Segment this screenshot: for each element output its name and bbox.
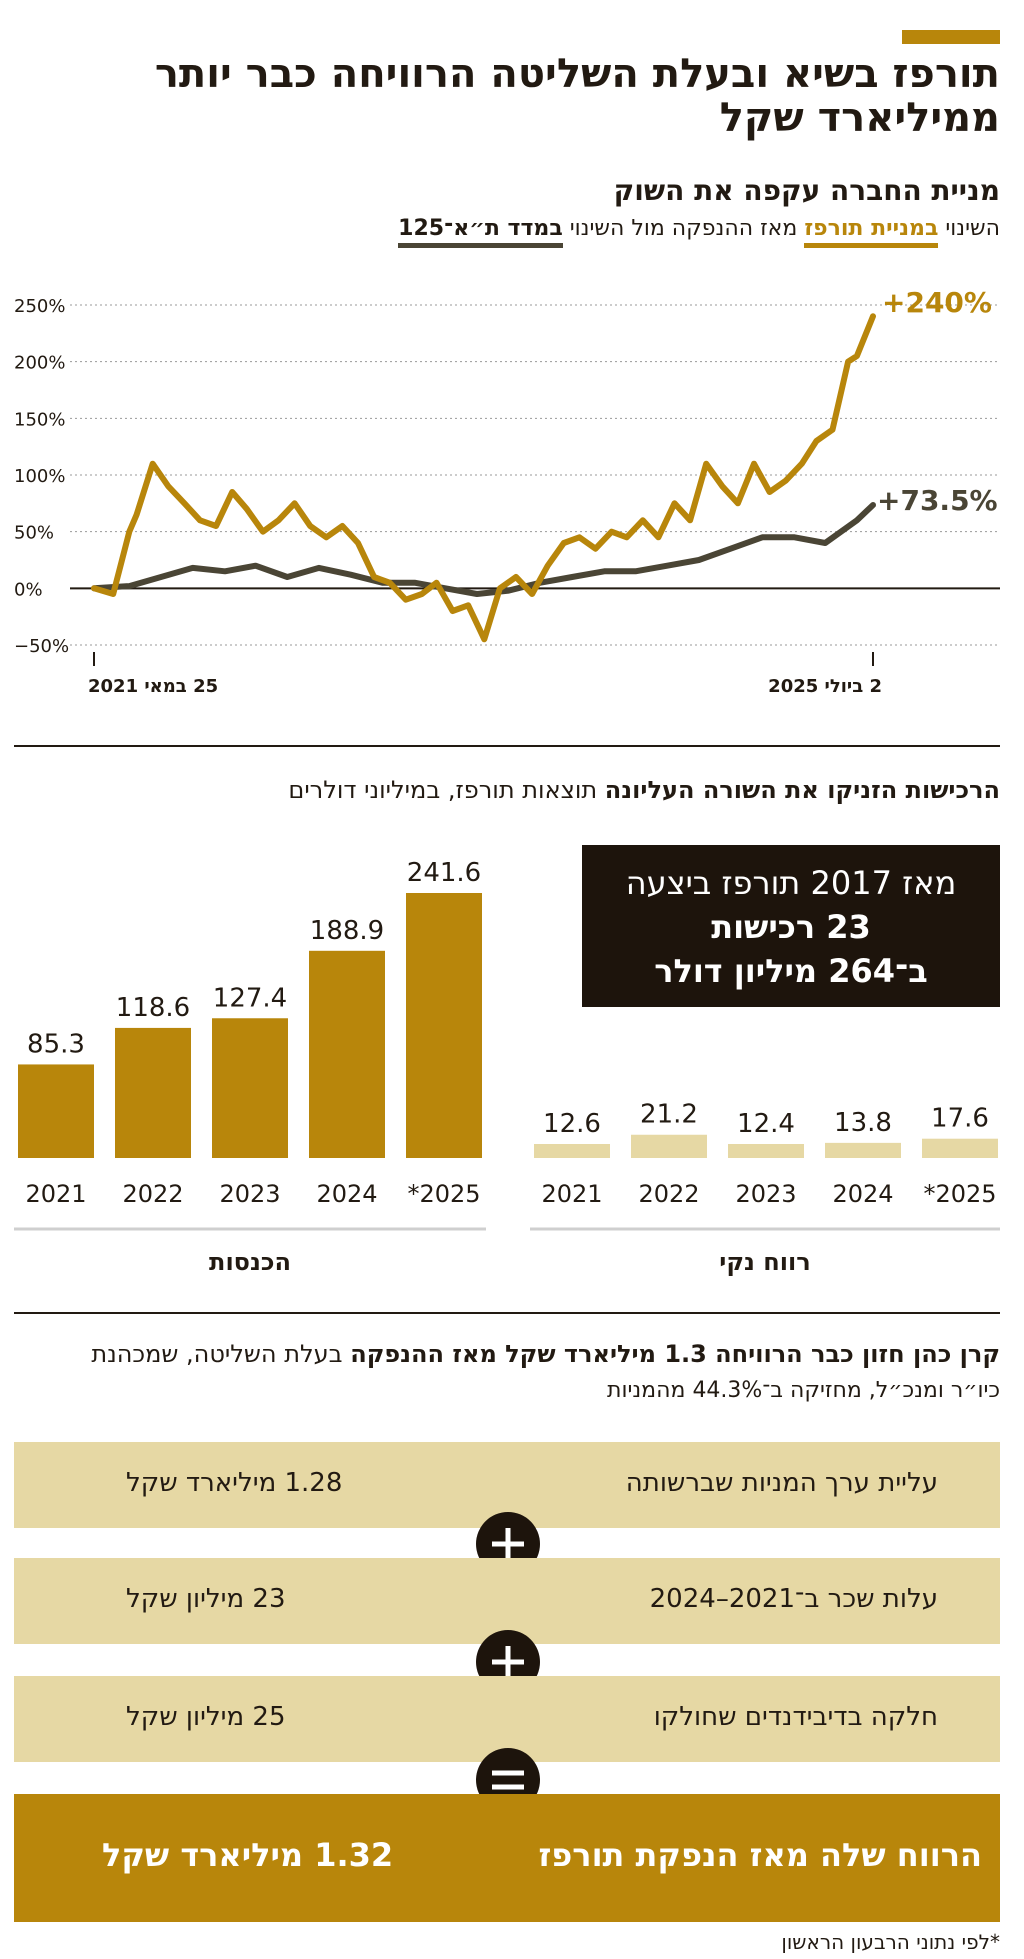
revenue-bar	[406, 893, 482, 1158]
owner-row-2: עלות שכר ב־2021–2024 23 מיליון שקל	[14, 1558, 1000, 1644]
owner-result-value: 1.32 מיליארד שקל	[102, 1836, 394, 1874]
revenue-category-label: 2024	[316, 1180, 377, 1208]
legend-series-ta125: במדד ת״א־125	[398, 216, 563, 248]
profit-category-label: *2025	[923, 1180, 996, 1208]
owner-row-2-label: עלות שכר ב־2021–2024	[649, 1584, 938, 1614]
profit-category-label: 2024	[832, 1180, 893, 1208]
results-title-bold: הרכישות הזניקו את השורה העליונה	[604, 776, 1000, 804]
profit-bar	[631, 1134, 707, 1158]
revenue-category-label: 2023	[219, 1180, 280, 1208]
acquisitions-box-line3: ב־264 מיליון דולר	[654, 952, 928, 990]
profit-value-label: 12.4	[737, 1109, 795, 1139]
revenue-category-label: 2021	[25, 1180, 86, 1208]
stock-chart-legend: השינוי במניית תורפז מאז ההנפקה מול השינו…	[398, 216, 1000, 248]
revenue-bar	[18, 1064, 94, 1158]
legend-middle: מאז ההנפקה מול השינוי	[569, 216, 798, 241]
legend-series-torpaz: במניית תורפז	[804, 216, 939, 248]
profit-bar	[825, 1142, 901, 1158]
profit-bar	[922, 1138, 998, 1158]
acquisitions-box-line1: מאז 2017 תורפז ביצעה	[625, 864, 957, 902]
profit-value-label: 13.8	[834, 1108, 892, 1138]
results-title-rest: תוצאות תורפז, במיליוני דולרים	[288, 776, 598, 804]
series-line-torpaz	[91, 313, 876, 643]
owner-section-title: קרן כהן חזון כבר הרוויחה 1.3 מיליארד שקל…	[91, 1340, 1000, 1368]
revenue-bar	[309, 950, 385, 1158]
profit-value-label: 12.6	[543, 1109, 601, 1139]
acquisitions-box: מאז 2017 תורפז ביצעה 23 רכישות ב־264 מיל…	[582, 845, 1000, 1007]
y-tick-label: 250%	[14, 296, 65, 317]
x-axis-label-start: 25 במאי 2021	[88, 676, 218, 697]
line-chart-y-ticks: 250% 200% 150% 100% 50% 0% −50%	[14, 296, 69, 657]
owner-row-3-value: 25 מיליון שקל	[126, 1702, 286, 1732]
revenue-category-label: 2022	[122, 1180, 183, 1208]
profit-category-label: 2023	[735, 1180, 796, 1208]
owner-row-3-label: חלקה בדיבידנדים שחולקו	[653, 1702, 938, 1732]
section-separator-2	[14, 1312, 1000, 1314]
owner-row-1-label: עליית ערך המניות שברשותה	[625, 1468, 938, 1498]
y-tick-label: 50%	[14, 523, 54, 544]
profit-bar	[534, 1144, 610, 1158]
stock-chart-title: מניית החברה עקפה את השוק	[613, 174, 1000, 207]
revenue-bar	[115, 1027, 191, 1158]
revenue-bars: 85.3 2021 118.6 2022 127.4 2023 188.9 2024 241.6…	[18, 858, 482, 1208]
results-section-title: הרכישות הזניקו את השורה העליונה תוצאות ת…	[288, 776, 1000, 804]
y-tick-label: 150%	[14, 409, 65, 430]
x-axis-label-end: 2 ביולי 2025	[768, 676, 882, 697]
legend-prefix: השינוי	[945, 216, 1000, 241]
series-line-ta125	[91, 502, 876, 597]
y-tick-label: 0%	[14, 579, 43, 600]
profit-category-label: 2021	[541, 1180, 602, 1208]
results-bar-charts: 85.3 2021 118.6 2022 127.4 2023 188.9 2024 241.6…	[14, 858, 1000, 1276]
owner-title-rest: בעלת השליטה, שמכהנת	[91, 1340, 343, 1368]
owner-result-label: הרווח שלה מאז הנפקת תורפז	[538, 1836, 982, 1874]
accent-bar	[902, 30, 1000, 44]
profit-label: רווח נקי	[719, 1248, 810, 1276]
stock-line-chart: 250% 200% 150% 100% 50% 0% −50% +240% +73.5% 2…	[14, 286, 1000, 697]
profit-value-label: 17.6	[931, 1104, 989, 1134]
end-label-ta125: +73.5%	[877, 484, 998, 517]
profit-bars: 12.6 2021 21.2 2022 12.4 2023 13.8 2024 17.6 *202…	[534, 1100, 998, 1208]
owner-section-subtitle: כיו״ר ומנכ״ל, מחזיקה ב־44.3% מהמניות	[607, 1378, 1000, 1403]
section-separator-1	[14, 745, 1000, 747]
owner-row-1-value: 1.28 מיליארד שקל	[126, 1468, 343, 1498]
profit-category-label: 2022	[638, 1180, 699, 1208]
y-tick-label: 200%	[14, 353, 65, 374]
revenue-value-label: 188.9	[310, 916, 384, 946]
revenue-value-label: 241.6	[407, 858, 481, 888]
footnote: *לפי נתוני הרבעון הראשון	[781, 1930, 1000, 1954]
owner-result-row: הרווח שלה מאז הנפקת תורפז 1.32 מיליארד ש…	[14, 1794, 1000, 1922]
acquisitions-box-line2: 23 רכישות	[711, 908, 871, 946]
line-chart-series	[91, 313, 876, 643]
revenue-category-label: *2025	[407, 1180, 480, 1208]
y-tick-label: 100%	[14, 466, 65, 487]
end-label-torpaz: +240%	[882, 286, 992, 319]
page-title: תורפז בשיא ובעלת השליטה הרוויחה כבר יותר…	[154, 51, 1000, 141]
revenue-value-label: 127.4	[213, 983, 287, 1013]
owner-row-3: חלקה בדיבידנדים שחולקו 25 מיליון שקל	[14, 1676, 1000, 1762]
revenue-value-label: 85.3	[27, 1029, 85, 1059]
revenue-label: הכנסות	[209, 1248, 291, 1276]
profit-value-label: 21.2	[640, 1100, 698, 1130]
owner-row-2-value: 23 מיליון שקל	[126, 1584, 286, 1614]
revenue-bar	[212, 1018, 288, 1158]
revenue-value-label: 118.6	[116, 993, 190, 1023]
profit-bar	[728, 1144, 804, 1158]
owner-title-bold: קרן כהן חזון כבר הרוויחה 1.3 מיליארד שקל…	[350, 1340, 1000, 1368]
y-tick-label: −50%	[14, 636, 69, 657]
